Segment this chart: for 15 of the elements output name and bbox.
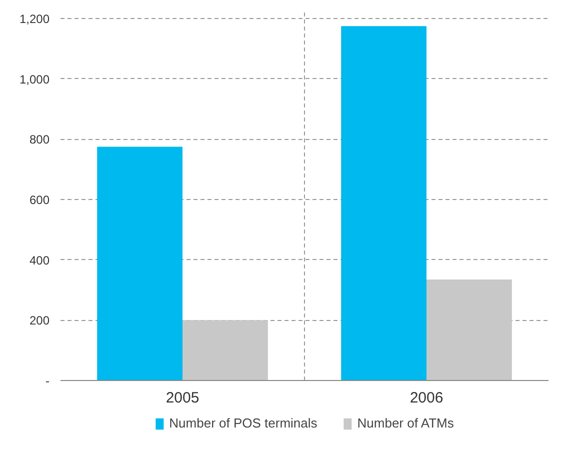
y-tick-label: 1,000 — [19, 72, 50, 86]
y-tick-label: 1,200 — [19, 12, 50, 26]
y-tick-label: 800 — [29, 132, 50, 147]
legend-label: Number of POS terminals — [169, 416, 318, 430]
x-tick-label: 2005 — [166, 390, 200, 406]
y-tick-label: 400 — [29, 253, 50, 268]
bar — [97, 146, 182, 380]
y-tick-label: - — [46, 374, 50, 388]
y-tick-label: 200 — [29, 314, 50, 328]
bar — [341, 26, 426, 380]
bar — [426, 279, 512, 380]
y-tick-label: 600 — [29, 193, 50, 208]
legend-label: Number of ATMs — [357, 416, 454, 430]
bar — [182, 320, 268, 380]
x-tick-label: 2006 — [410, 390, 444, 406]
